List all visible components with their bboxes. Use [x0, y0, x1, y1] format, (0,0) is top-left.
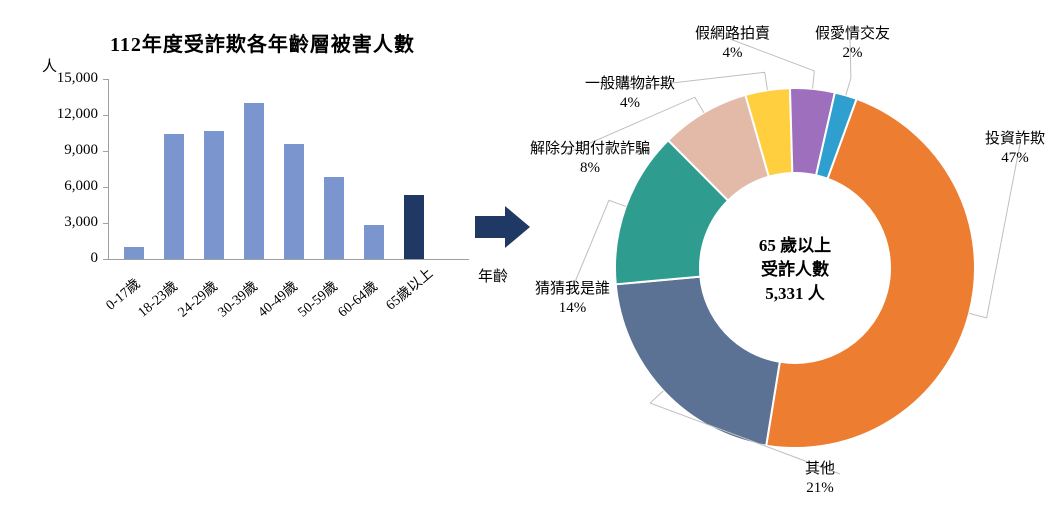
x-tick-label: 40-49歲	[253, 276, 302, 321]
donut-center-text: 65 歲以上 受詐人數 5,331 人	[735, 234, 855, 305]
x-tick-label: 24-29歲	[173, 276, 222, 321]
y-tick: 3,000	[38, 214, 98, 231]
donut-center-line1: 65 歲以上	[735, 234, 855, 258]
bar	[404, 195, 424, 259]
bar-plot-area	[108, 79, 469, 260]
bar	[364, 225, 384, 259]
pie-label: 假網路拍賣4%	[695, 25, 770, 63]
y-tick: 6,000	[38, 178, 98, 195]
x-tick-label: 65歲以上	[381, 263, 437, 314]
donut-chart: 65 歲以上 受詐人數 5,331 人 投資詐欺47%其他21%猜猜我是誰14%…	[545, 20, 1055, 500]
donut-center-line3: 5,331 人	[735, 282, 855, 306]
y-tick: 0	[38, 250, 98, 267]
y-tick: 12,000	[38, 106, 98, 123]
donut-center-line2: 受詐人數	[735, 258, 855, 282]
pie-label: 其他21%	[805, 460, 835, 498]
x-axis-title: 年齡	[478, 265, 508, 286]
y-tick: 15,000	[38, 70, 98, 87]
bar	[324, 177, 344, 259]
bar	[124, 247, 144, 259]
bar	[164, 134, 184, 259]
bar-chart-title: 112年度受詐欺各年齡層被害人數	[110, 28, 415, 57]
y-tick: 9,000	[38, 142, 98, 159]
figure-root: { "bar_chart": { "title": "112年度受詐欺各年齡層被…	[0, 0, 1064, 506]
pie-label: 猜猜我是誰14%	[535, 280, 610, 318]
pie-label: 投資詐欺47%	[985, 130, 1045, 168]
bar	[284, 144, 304, 259]
leader-line	[969, 144, 1020, 318]
bar-chart: 人 03,0006,0009,00012,00015,000 0-17歲18-2…	[30, 55, 510, 375]
x-tick-label: 18-23歲	[133, 276, 182, 321]
x-tick-label: 50-59歲	[293, 276, 342, 321]
pie-label: 假愛情交友2%	[815, 25, 890, 63]
x-tick-label: 30-39歲	[213, 276, 262, 321]
x-tick-label: 60-64歲	[333, 276, 382, 321]
bar	[244, 103, 264, 259]
bar	[204, 131, 224, 259]
pie-label: 解除分期付款詐騙8%	[530, 140, 650, 178]
pie-label: 一般購物詐欺4%	[585, 75, 675, 113]
arrow-icon	[475, 206, 530, 248]
